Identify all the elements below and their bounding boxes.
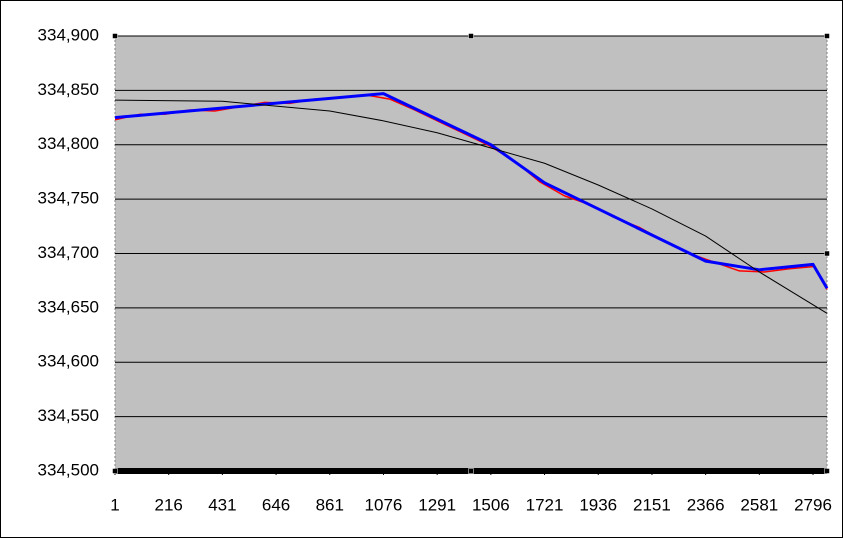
selection-handle [112,33,118,39]
x-tick-label: 2581 [740,495,778,514]
selection-handle [112,468,118,474]
x-tick-label: 1936 [579,495,617,514]
selection-handle [468,33,474,39]
data-line [114,92,829,290]
y-tick-label: 334,550 [38,406,99,425]
y-tick-label: 334,650 [38,297,99,316]
x-tick-label: 1 [110,495,119,514]
y-tick-label: 334,900 [38,25,99,44]
y-tick-label: 334,800 [38,134,99,153]
x-tick-label: 1076 [365,495,403,514]
y-tick-label: 334,700 [38,243,99,262]
x-tick-label: 1291 [418,495,456,514]
selection-handle [468,468,474,474]
x-tick-label: 646 [262,495,290,514]
selection-handle [824,250,830,257]
y-tick-label: 334,750 [38,189,99,208]
x-tick-label: 2796 [794,495,832,514]
x-tick-label: 1506 [472,495,510,514]
x-tick-label: 861 [316,495,344,514]
x-tick-label: 2151 [633,495,671,514]
selection-handle [824,468,830,474]
y-tick-label: 334,850 [38,80,99,99]
data-line [114,99,828,314]
selection-handle [824,33,830,39]
x-tick-label: 216 [155,495,183,514]
y-tick-label: 334,600 [38,352,99,371]
y-tick-label: 334,500 [38,460,99,479]
x-tick-label: 431 [208,495,236,514]
x-tick-label: 2366 [687,495,725,514]
x-tick-label: 1721 [526,495,564,514]
